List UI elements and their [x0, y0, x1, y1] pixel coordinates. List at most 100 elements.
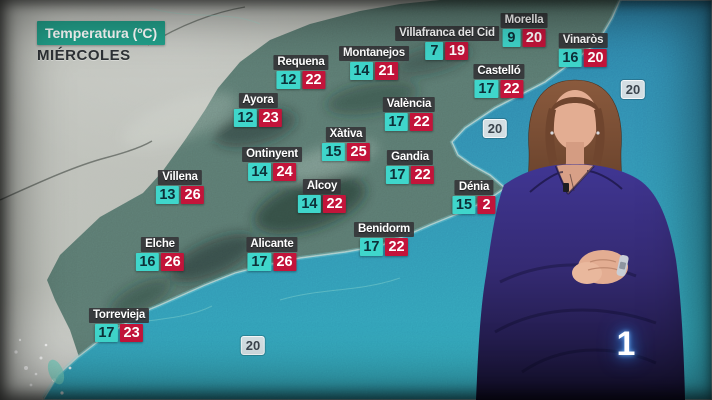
max-temp: 26	[161, 253, 185, 271]
city-label: Requena 12 22	[273, 52, 329, 89]
temp-pair: 16 20	[558, 49, 608, 67]
min-temp: 17	[247, 253, 271, 271]
min-temp: 15	[452, 196, 476, 214]
temp-pair: 12 22	[273, 71, 328, 89]
temp-pair: 14 21	[339, 62, 409, 80]
max-temp: 22	[301, 71, 326, 89]
city-label: Vinaròs 16 20	[558, 30, 608, 67]
weather-presenter	[476, 79, 685, 400]
city-label: Villafranca del Cid 7 19	[395, 23, 499, 60]
watch-icon	[616, 254, 629, 277]
max-temp: 25	[347, 143, 371, 161]
temp-pair: 15 25	[321, 143, 371, 161]
necklace	[569, 173, 575, 192]
city-name: Morella	[500, 13, 548, 28]
max-temp: 22	[384, 238, 409, 256]
min-temp: 14	[297, 195, 321, 213]
city-label: Castelló 17 22	[473, 61, 525, 98]
city-label: Gandia 17 22	[385, 147, 435, 184]
city-label: Elche 16 26	[135, 234, 185, 271]
min-temp: 13	[155, 186, 179, 204]
finger-lines	[587, 259, 619, 271]
max-temp: 22	[411, 166, 435, 184]
min-temp: 17	[359, 238, 383, 256]
temp-pair: 14 24	[242, 163, 302, 181]
min-temp: 17	[384, 113, 408, 131]
temp-pair: 9 20	[501, 29, 548, 47]
min-temp: 16	[558, 49, 582, 67]
temp-pair: 17 22	[473, 80, 524, 98]
temp-pair: 17 22	[385, 166, 435, 184]
min-temp: 7	[425, 42, 444, 60]
max-temp: 20	[583, 49, 608, 67]
city-name: Dénia	[454, 180, 494, 195]
city-label: Alicante 17 26	[246, 234, 298, 271]
city-name: Vinaròs	[558, 33, 608, 48]
city-name: Villafranca del Cid	[395, 26, 499, 41]
city-name: Torrevieja	[88, 308, 150, 323]
max-temp: 22	[323, 195, 347, 213]
max-temp: 24	[273, 163, 297, 181]
temp-pair: 12 23	[233, 109, 283, 127]
min-temp: 17	[94, 324, 118, 342]
max-temp: 22	[410, 113, 434, 131]
temp-pair: 17 23	[89, 324, 149, 342]
city-label: Benidorm 17 22	[353, 219, 415, 256]
city-label: Torrevieja 17 23	[88, 305, 150, 342]
city-name: Gandia	[387, 150, 433, 165]
city-name: València	[382, 97, 436, 112]
temperature-legend-title: Temperatura (ºC)	[37, 21, 166, 45]
sea-temp-label: 20	[482, 119, 508, 138]
min-temp: 14	[247, 163, 271, 181]
temp-pair: 17 26	[246, 253, 297, 271]
city-label: Dénia 15 2	[452, 177, 496, 214]
la1-logo: 1	[616, 325, 636, 363]
city-label: Alcoy 14 22	[297, 176, 347, 213]
city-label: Xàtiva 15 25	[321, 124, 371, 161]
city-label: Ontinyent 14 24	[242, 144, 302, 181]
temp-pair: 14 22	[297, 195, 347, 213]
max-temp: 20	[522, 29, 546, 47]
max-temp: 26	[272, 253, 297, 271]
city-name: Xàtiva	[325, 127, 367, 142]
max-temp: 23	[120, 324, 144, 342]
forecast-day-label: MIÉRCOLES	[37, 47, 131, 64]
city-name: Montanejos	[339, 46, 409, 61]
sea-temp-label: 20	[620, 80, 646, 99]
city-name: Requena	[273, 55, 329, 70]
min-temp: 12	[233, 109, 257, 127]
temp-pair: 7 19	[395, 42, 499, 60]
temp-pair: 15 2	[452, 196, 496, 214]
city-name: Ontinyent	[242, 147, 302, 162]
temp-pair: 16 26	[135, 253, 185, 271]
city-label: Villena 13 26	[155, 167, 205, 204]
max-temp: 21	[374, 62, 399, 80]
min-temp: 14	[349, 62, 373, 80]
neckline-drape	[529, 165, 623, 195]
max-temp: 23	[259, 109, 283, 127]
min-temp: 16	[135, 253, 159, 271]
min-temp: 9	[502, 29, 521, 47]
earring-icon	[550, 131, 554, 135]
max-temp: 19	[445, 42, 469, 60]
temp-pair: 17 22	[354, 238, 414, 256]
temp-pair: 17 22	[383, 113, 435, 131]
min-temp: 17	[474, 80, 498, 98]
city-name: Castelló	[473, 64, 525, 79]
city-label: València 17 22	[382, 94, 436, 131]
city-name: Villena	[158, 170, 202, 185]
temp-pair: 13 26	[155, 186, 205, 204]
sea-temp-label: 20	[240, 336, 266, 355]
max-temp: 22	[499, 80, 524, 98]
city-label: Morella 9 20	[500, 10, 548, 47]
presenter-side-hair	[545, 108, 605, 166]
city-name: Benidorm	[353, 222, 415, 237]
presenter-face	[552, 90, 598, 150]
city-name: Alcoy	[302, 179, 342, 194]
city-label: Montanejos 14 21	[339, 43, 409, 80]
min-temp: 15	[321, 143, 345, 161]
city-name: Ayora	[238, 93, 278, 108]
